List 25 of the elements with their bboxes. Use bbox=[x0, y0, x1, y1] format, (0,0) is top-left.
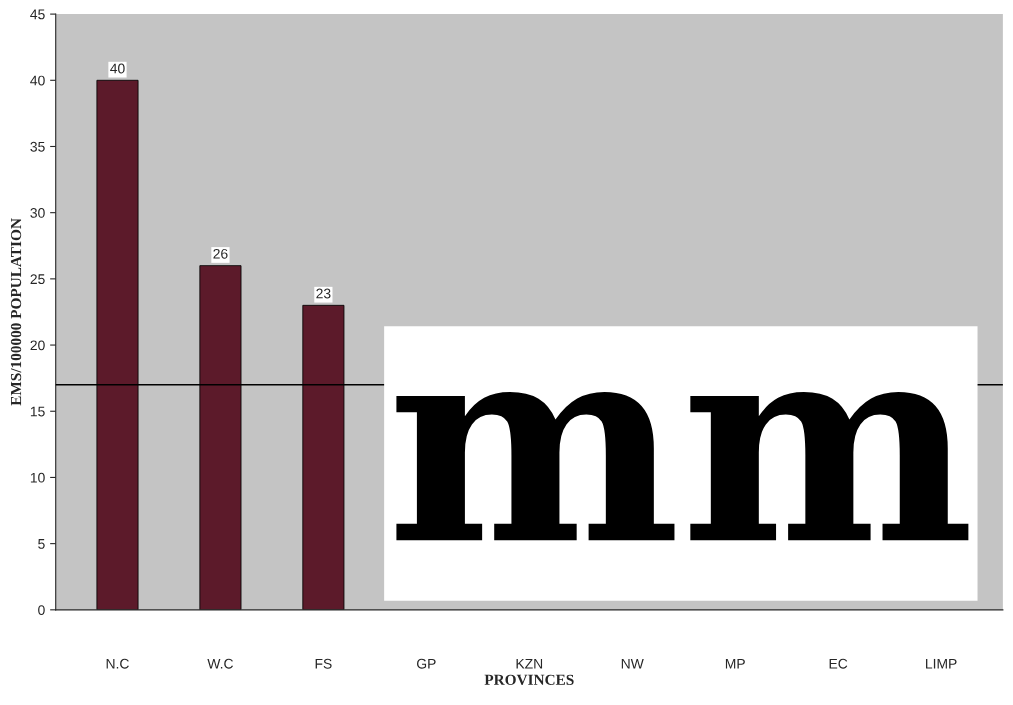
y-tick-label: 5 bbox=[38, 539, 45, 549]
data-label: 40 bbox=[110, 63, 125, 74]
y-tick-label: 35 bbox=[30, 141, 45, 152]
y-tick-label: 25 bbox=[30, 274, 45, 285]
x-tick-label: MP bbox=[725, 658, 745, 669]
y-axis-title: EMS/100000 POPULATION bbox=[10, 218, 22, 406]
y-tick-label: 45 bbox=[30, 9, 45, 20]
data-label: 26 bbox=[213, 248, 228, 259]
x-tick-label: GP bbox=[417, 658, 436, 669]
y-tick-label: 30 bbox=[30, 208, 45, 218]
x-tick-label: KZN bbox=[516, 658, 543, 669]
x-axis-title: PROVINCES bbox=[484, 674, 574, 685]
y-tick-label: 0 bbox=[38, 605, 45, 615]
x-tick-label: W.C bbox=[207, 658, 234, 669]
data-label: 23 bbox=[316, 288, 331, 299]
x-tick-label: NW bbox=[621, 658, 644, 669]
y-tick-label: 40 bbox=[30, 75, 45, 86]
x-tick-label: EC bbox=[829, 658, 848, 669]
y-tick-label: 15 bbox=[30, 406, 45, 417]
y-tick-label: 10 bbox=[30, 472, 45, 483]
y-tick-label: 20 bbox=[30, 340, 45, 351]
annotation: mm bbox=[396, 392, 969, 541]
x-tick-label: LIMP bbox=[926, 658, 957, 669]
x-tick-label: N.C bbox=[106, 658, 129, 669]
x-tick-label: FS bbox=[315, 658, 332, 669]
